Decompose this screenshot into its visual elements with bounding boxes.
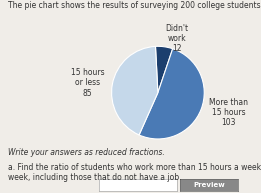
Wedge shape xyxy=(139,49,204,139)
Text: Preview: Preview xyxy=(193,182,225,188)
Text: a. Find the ratio of students who work more than 15 hours a week to students who: a. Find the ratio of students who work m… xyxy=(8,163,261,183)
Text: More than
15 hours
103: More than 15 hours 103 xyxy=(209,98,248,127)
Text: Didn't
work
12: Didn't work 12 xyxy=(165,24,188,53)
Text: Write your answers as reduced fractions.: Write your answers as reduced fractions. xyxy=(8,148,165,157)
Wedge shape xyxy=(156,46,173,93)
Text: 15 hours
or less
85: 15 hours or less 85 xyxy=(70,68,104,98)
Wedge shape xyxy=(112,46,158,135)
Text: The pie chart shows the results of surveying 200 college students to find out ho: The pie chart shows the results of surve… xyxy=(8,1,261,10)
